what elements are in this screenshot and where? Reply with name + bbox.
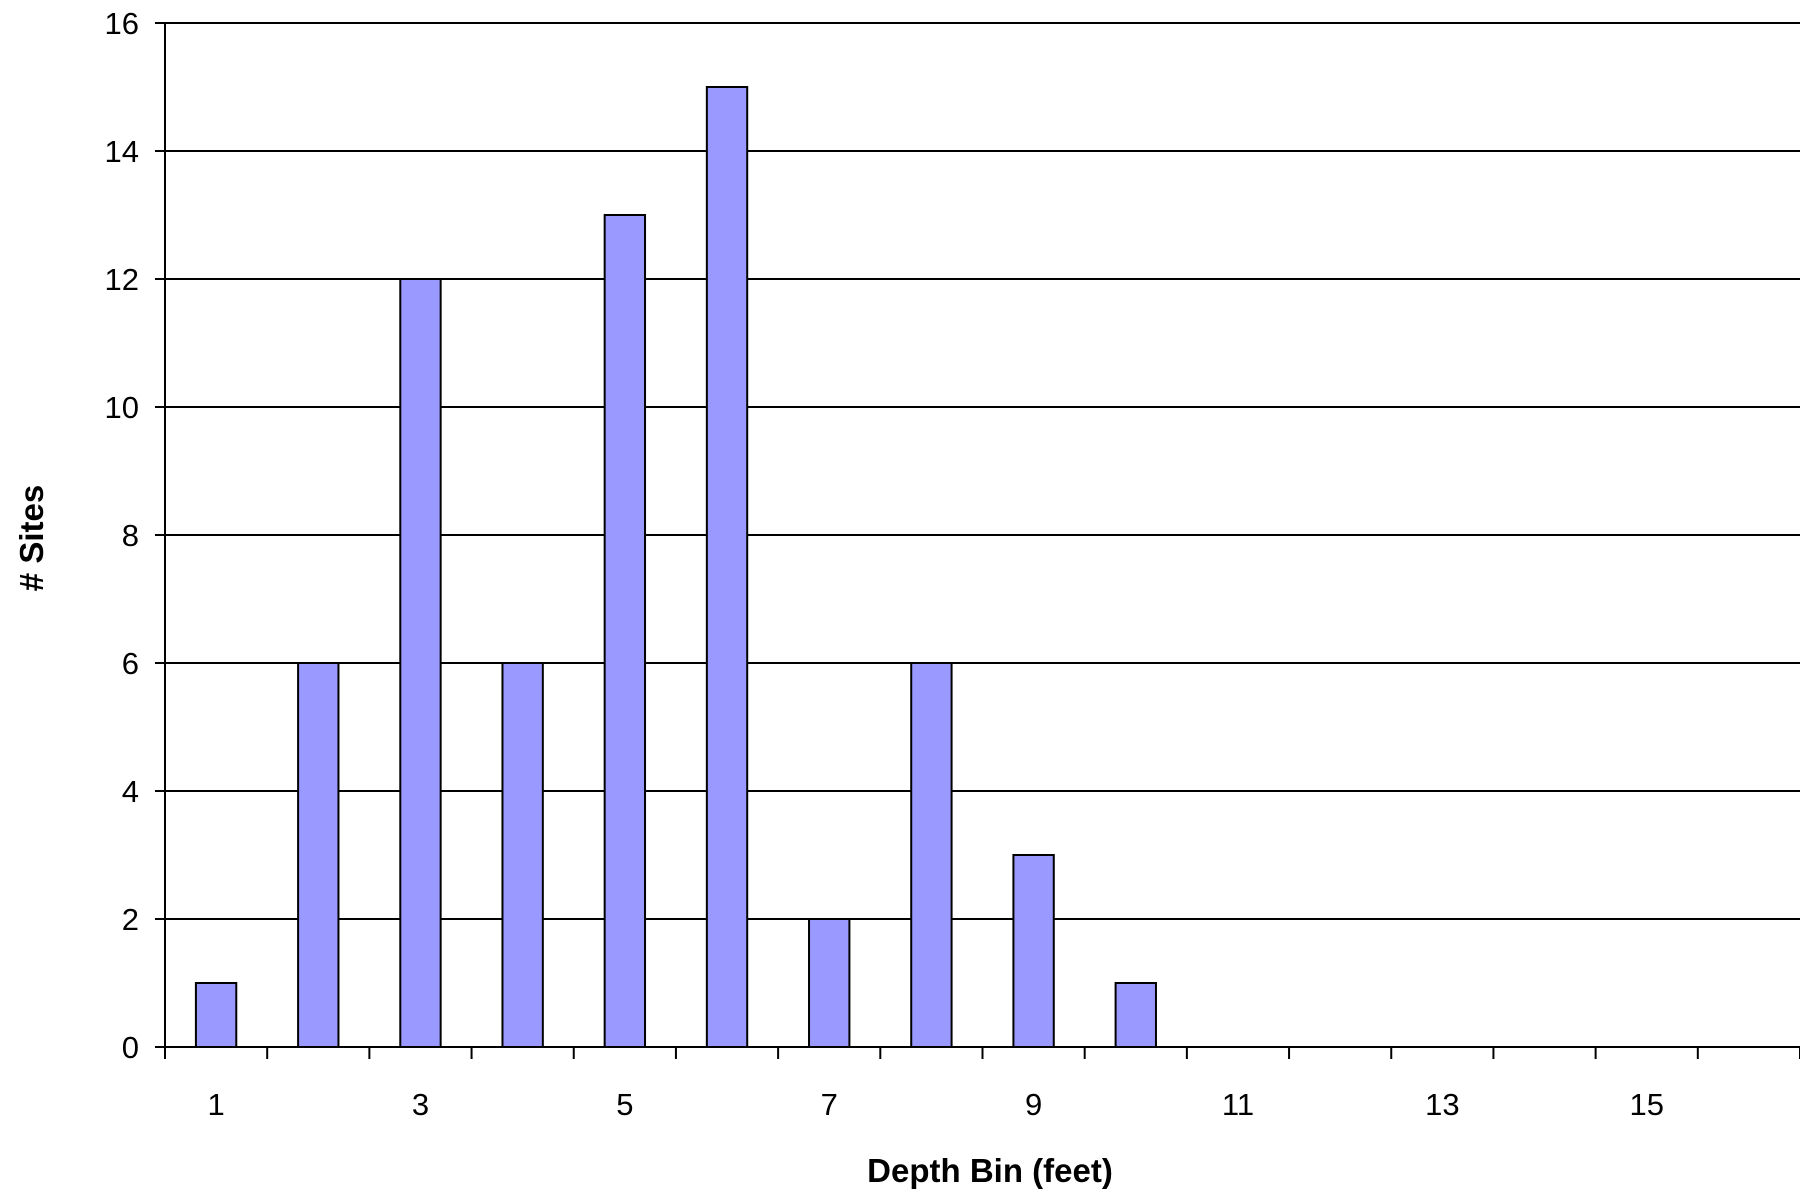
x-tick-label-1: 1 <box>207 1087 224 1122</box>
x-tick-labels: 1 3 5 7 9 11 13 15 <box>207 1087 1663 1122</box>
y-tick-label-2: 2 <box>122 902 139 937</box>
y-tick-label-10: 10 <box>105 390 139 425</box>
y-axis-title: # Sites <box>13 485 50 591</box>
x-tick-label-11: 11 <box>1222 1087 1254 1122</box>
y-tick-label-6: 6 <box>122 646 139 681</box>
bar-4 <box>501 662 544 1048</box>
bar-6 <box>705 86 749 1048</box>
x-tick-label-13: 13 <box>1425 1087 1459 1122</box>
y-tick-labels: 0 2 4 6 8 10 12 14 16 <box>105 6 139 1065</box>
bar-5 <box>603 214 647 1048</box>
y-tick-label-14: 14 <box>105 134 139 169</box>
bar-3 <box>399 278 442 1048</box>
y-tick-label-8: 8 <box>122 518 139 553</box>
y-tick-label-12: 12 <box>105 262 139 297</box>
y-tick-label-4: 4 <box>122 774 139 809</box>
axes <box>155 22 1800 1059</box>
x-tick-label-15: 15 <box>1629 1087 1663 1122</box>
y-tick-label-16: 16 <box>105 6 139 41</box>
bar-2 <box>297 662 340 1048</box>
y-tick-label-0: 0 <box>122 1030 139 1065</box>
x-axis-title: Depth Bin (feet) <box>867 1152 1113 1189</box>
bar-8 <box>910 662 953 1048</box>
x-tick-label-7: 7 <box>821 1087 838 1122</box>
bar-7 <box>808 918 851 1048</box>
bars <box>194 86 1157 1048</box>
x-tick-label-3: 3 <box>412 1087 429 1122</box>
bar-10 <box>1114 982 1157 1048</box>
bar-9 <box>1012 854 1055 1048</box>
x-tick-label-5: 5 <box>616 1087 633 1122</box>
bar-1 <box>194 982 238 1048</box>
x-tick-label-9: 9 <box>1025 1087 1042 1122</box>
